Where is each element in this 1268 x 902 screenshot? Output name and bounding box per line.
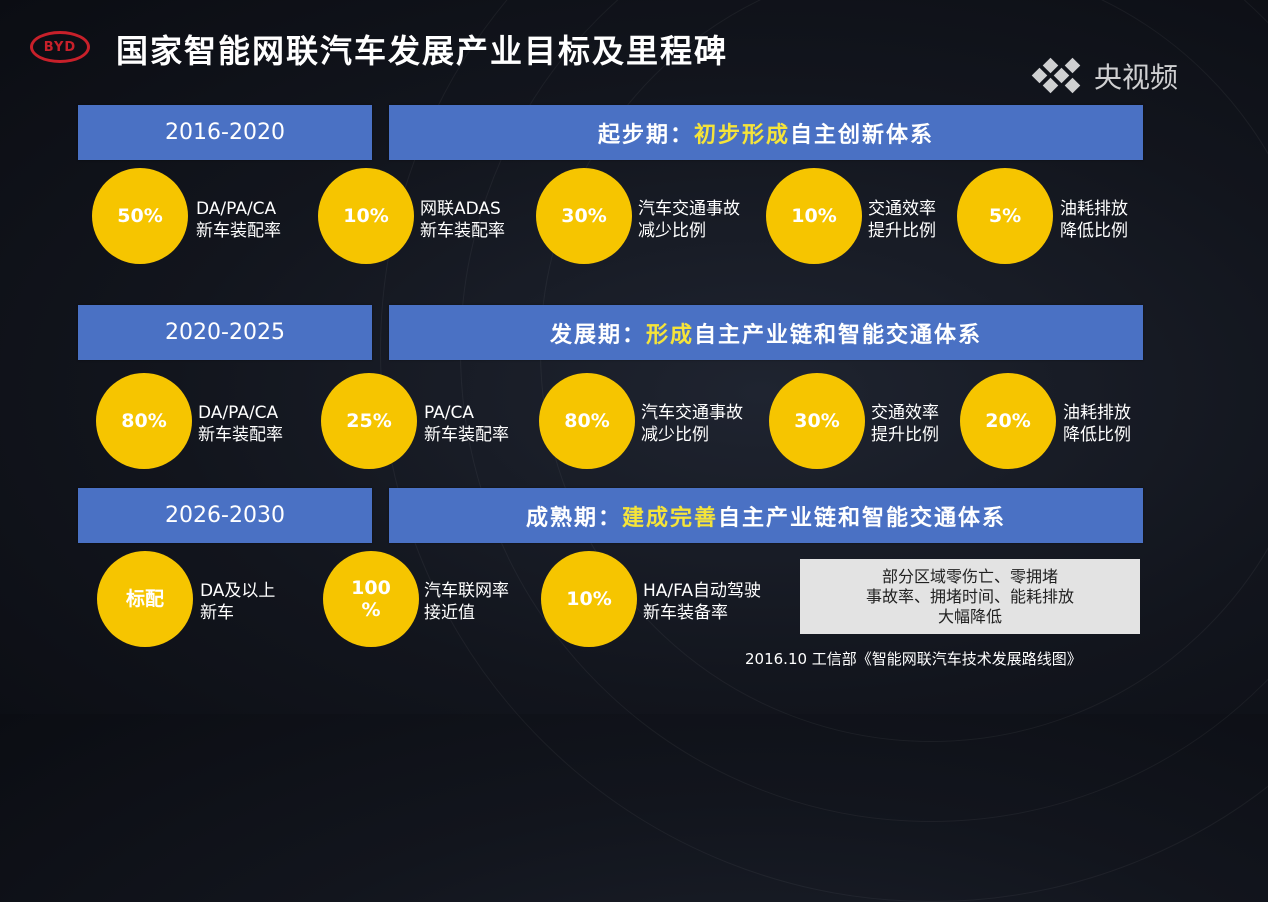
- stage1-metric4-value: 10%: [766, 168, 862, 264]
- stage1-metric4-label: 交通效率 提升比例: [868, 199, 936, 241]
- stage1-metric2-label: 网联ADAS 新车装配率: [420, 199, 505, 241]
- stage1-years: 2016-2020: [165, 120, 285, 145]
- stage2-metric1-value: 80%: [96, 373, 192, 469]
- note-line2: 事故率、拥堵时间、能耗排放: [865, 586, 1074, 606]
- outcome-note-box: 部分区域零伤亡、零拥堵 事故率、拥堵时间、能耗排放 大幅降低: [800, 559, 1140, 634]
- stage1-phase-suffix: 自主创新体系: [790, 122, 935, 148]
- stage1-years-bar: 2016-2020: [78, 105, 372, 160]
- stage3-phase-suffix: 自主产业链和智能交通体系: [718, 505, 1007, 531]
- stage1-metric1-value: 50%: [92, 168, 188, 264]
- stage3-phase-prefix: 成熟期：: [525, 505, 622, 531]
- stage3-metric2-label: 汽车联网率 接近值: [424, 581, 509, 623]
- cctv-watermark: 央视频: [1030, 56, 1178, 96]
- stage3-years-bar: 2026-2030: [78, 488, 372, 543]
- stage1-metric5-label: 油耗排放 降低比例: [1060, 199, 1128, 241]
- stage1-metric1-label: DA/PA/CA 新车装配率: [196, 199, 281, 241]
- note-line3: 大幅降低: [937, 606, 1002, 626]
- watermark-text: 央视频: [1094, 61, 1179, 94]
- note-line1: 部分区域零伤亡、零拥堵: [881, 566, 1058, 586]
- stage3-years: 2026-2030: [165, 503, 285, 528]
- byd-logo: BYD: [30, 31, 90, 63]
- stage2-phase-prefix: 发展期：: [549, 322, 646, 348]
- stage2-years: 2020-2025: [165, 320, 285, 345]
- stage2-metric2-label: PA/CA 新车装配率: [424, 403, 509, 445]
- stage2-metric3-value: 80%: [539, 373, 635, 469]
- stage3-metric2-value: 100 %: [323, 551, 419, 647]
- stage2-metric1-label: DA/PA/CA 新车装配率: [198, 403, 283, 445]
- stage3-metric3-value: 10%: [541, 551, 637, 647]
- stage3-phase-bar: 成熟期： 建成完善 自主产业链和智能交通体系: [389, 488, 1143, 543]
- stage2-years-bar: 2020-2025: [78, 305, 372, 360]
- stage1-phase-bar: 起步期： 初步形成 自主创新体系: [389, 105, 1143, 160]
- stage2-phase-highlight: 形成: [645, 322, 694, 348]
- page-title: 国家智能网联汽车发展产业目标及里程碑: [116, 32, 729, 70]
- cctv-logo-icon: [1030, 56, 1084, 96]
- stage3-metric1-value: 标配: [97, 551, 193, 647]
- stage1-phase-highlight: 初步形成: [693, 122, 790, 148]
- stage2-phase-suffix: 自主产业链和智能交通体系: [694, 322, 983, 348]
- stage2-metric5-value: 20%: [960, 373, 1056, 469]
- stage2-metric2-value: 25%: [321, 373, 417, 469]
- stage2-metric4-value: 30%: [769, 373, 865, 469]
- stage1-phase-prefix: 起步期：: [597, 122, 694, 148]
- source-citation: 2016.10 工信部《智能网联汽车技术发展路线图》: [745, 650, 1082, 668]
- stage1-metric3-value: 30%: [536, 168, 632, 264]
- stage1-metric3-label: 汽车交通事故 减少比例: [638, 199, 740, 241]
- stage2-metric3-label: 汽车交通事故 减少比例: [641, 403, 743, 445]
- stage1-metric2-value: 10%: [318, 168, 414, 264]
- stage2-metric4-label: 交通效率 提升比例: [871, 403, 939, 445]
- stage3-metric1-label: DA及以上 新车: [200, 581, 276, 623]
- stage3-phase-highlight: 建成完善: [621, 505, 718, 531]
- stage2-metric5-label: 油耗排放 降低比例: [1063, 403, 1131, 445]
- stage2-phase-bar: 发展期： 形成 自主产业链和智能交通体系: [389, 305, 1143, 360]
- stage3-metric3-label: HA/FA自动驾驶 新车装备率: [643, 581, 761, 623]
- stage1-metric5-value: 5%: [957, 168, 1053, 264]
